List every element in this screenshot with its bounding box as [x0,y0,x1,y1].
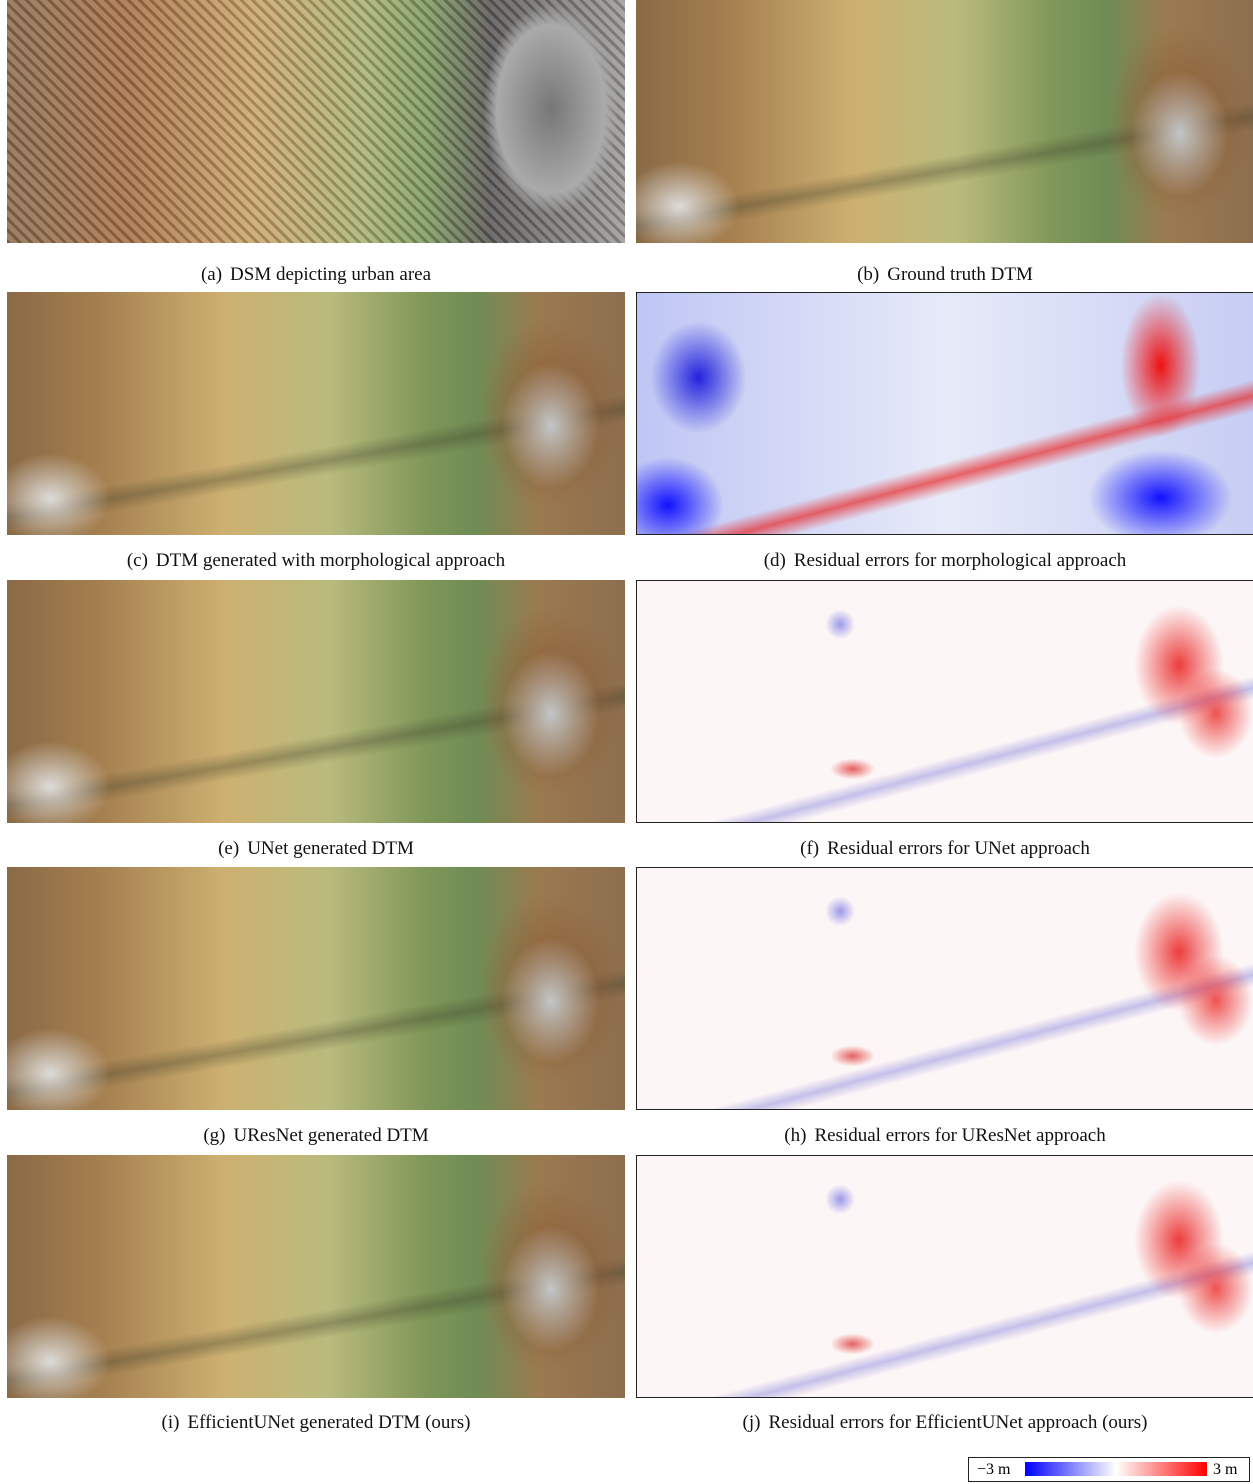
caption: (i) EfficientUNet generated DTM (ours) [7,1412,625,1434]
label: (i) [162,1412,180,1433]
colorbar-gradient [1025,1462,1207,1476]
text: Residual errors for UNet approach [827,838,1090,859]
text: Residual errors for morphological approa… [794,550,1126,571]
label: (f) [800,838,819,859]
figure: (a) DSM depicting urban area (b) Ground tr… [0,0,1253,1484]
text: DSM depicting urban area [230,264,431,285]
label: (h) [784,1125,806,1146]
label: (d) [764,550,786,571]
text: Ground truth DTM [887,264,1033,285]
colorbar: −3 m 3 m [968,1457,1250,1482]
image [7,867,625,1110]
caption: (e) UNet generated DTM [7,838,625,860]
text: EfficientUNet generated DTM (ours) [187,1412,470,1433]
colorbar-min: −3 m [977,1461,1010,1479]
label: (a) [201,264,222,285]
colorbar-max: 3 m [1213,1461,1237,1479]
label: (j) [743,1412,761,1433]
label: (g) [203,1125,225,1146]
text: Residual errors for EfficientUNet approa… [768,1412,1147,1433]
caption: (d) Residual errors for morphological app… [636,550,1253,572]
caption: (g) UResNet generated DTM [7,1125,625,1147]
image [7,292,625,535]
text: UNet generated DTM [247,838,414,859]
image [636,0,1253,243]
image [636,292,1253,535]
text: DTM generated with morphological approac… [156,550,505,571]
text: UResNet generated DTM [233,1125,428,1146]
caption: (f) Residual errors for UNet approach [636,838,1253,860]
label: (e) [218,838,239,859]
label: (c) [127,550,148,571]
caption: (c) DTM generated with morphological appr… [7,550,625,572]
image [7,0,625,243]
image [7,1155,625,1398]
caption: (j) Residual errors for EfficientUNet app… [636,1412,1253,1434]
caption: (h) Residual errors for UResNet approach [636,1125,1253,1147]
image [7,580,625,823]
label: (b) [857,264,879,285]
image [636,867,1253,1110]
image [636,1155,1253,1398]
text: Residual errors for UResNet approach [814,1125,1105,1146]
caption: (a) DSM depicting urban area [7,264,625,286]
caption: (b) Ground truth DTM [636,264,1253,286]
image [636,580,1253,823]
